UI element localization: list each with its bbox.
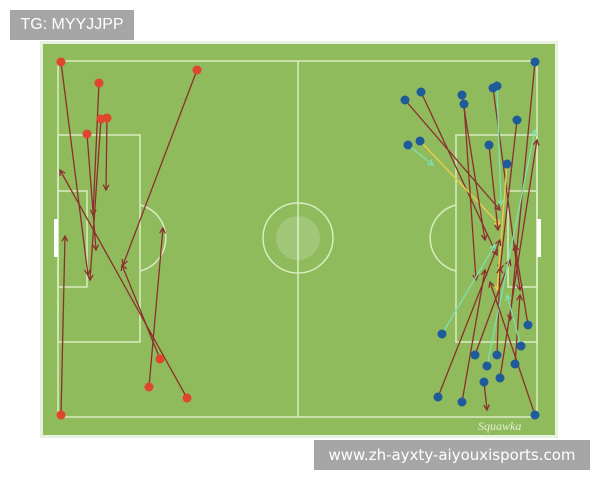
away-player-dot (437, 329, 447, 339)
pass-arrow (496, 85, 505, 207)
home-player-dot (155, 354, 165, 364)
away-player-dot (516, 341, 526, 351)
players-layer (56, 57, 540, 420)
away-player-dot (512, 115, 522, 125)
away-player-dot (415, 136, 425, 146)
away-player-dot (403, 140, 413, 150)
pass-arrow (483, 381, 490, 412)
away-player-dot (523, 320, 533, 330)
away-player-dot (459, 99, 469, 109)
away-player-dot (492, 350, 502, 360)
home-player-dot (56, 410, 66, 420)
home-player-dot (192, 65, 202, 75)
pass-arrow (461, 94, 488, 242)
pass-arrow (148, 226, 166, 388)
pass-arrow (504, 293, 522, 347)
home-player-dot (56, 57, 66, 67)
pass-arrow (486, 128, 538, 367)
squawka-watermark: Squawka (478, 419, 521, 433)
pass-arrow (461, 268, 488, 403)
home-player-dot (144, 382, 154, 392)
pass-arrow (488, 280, 536, 416)
right-penalty-arc (429, 204, 457, 272)
pass-arrow (474, 258, 512, 356)
right-goal (537, 219, 541, 257)
pass-arrow (60, 234, 69, 416)
away-player-dot (433, 392, 443, 402)
center-circle (262, 202, 334, 274)
pass-arrow (499, 138, 540, 379)
squawka-logo-center (276, 216, 320, 260)
away-player-dot (510, 359, 520, 369)
home-player-dot (82, 129, 92, 139)
overlay-label: TG: MYYJJPP (10, 10, 134, 40)
left-penalty-arc (139, 204, 167, 272)
pass-arrow (407, 144, 435, 166)
home-player-dot (96, 114, 106, 124)
pass-arrow (514, 293, 524, 365)
home-player-dot (182, 393, 192, 403)
away-player-dot (495, 373, 505, 383)
pass-arrow (420, 91, 499, 257)
away-player-dot (502, 159, 512, 169)
pass-arrow (441, 243, 496, 335)
away-player-dot (530, 410, 540, 420)
left-goal (54, 219, 58, 257)
away-player-dot (530, 57, 540, 67)
passes-layer (59, 61, 540, 416)
pass-arrow (102, 117, 110, 192)
pass-arrow (488, 144, 501, 232)
away-player-dot (479, 377, 489, 387)
away-player-dot (470, 350, 480, 360)
away-player-dot (457, 397, 467, 407)
pass-arrow (59, 168, 188, 399)
away-player-dot (482, 361, 492, 371)
home-player-dot (94, 78, 104, 88)
away-player-dot (416, 87, 426, 97)
pass-arrow (120, 263, 161, 360)
pass-arrow (437, 238, 502, 398)
away-player-dot (492, 81, 502, 91)
away-player-dot (400, 95, 410, 105)
away-player-dot (457, 90, 467, 100)
pitch-grass (43, 44, 555, 435)
pass-arrow (463, 103, 480, 282)
pass-arrow (512, 243, 529, 326)
away-player-dot (484, 140, 494, 150)
watermark-url: www.zh-ayxty-aiyouxisports.com (314, 440, 590, 470)
pass-arrow (86, 118, 102, 282)
